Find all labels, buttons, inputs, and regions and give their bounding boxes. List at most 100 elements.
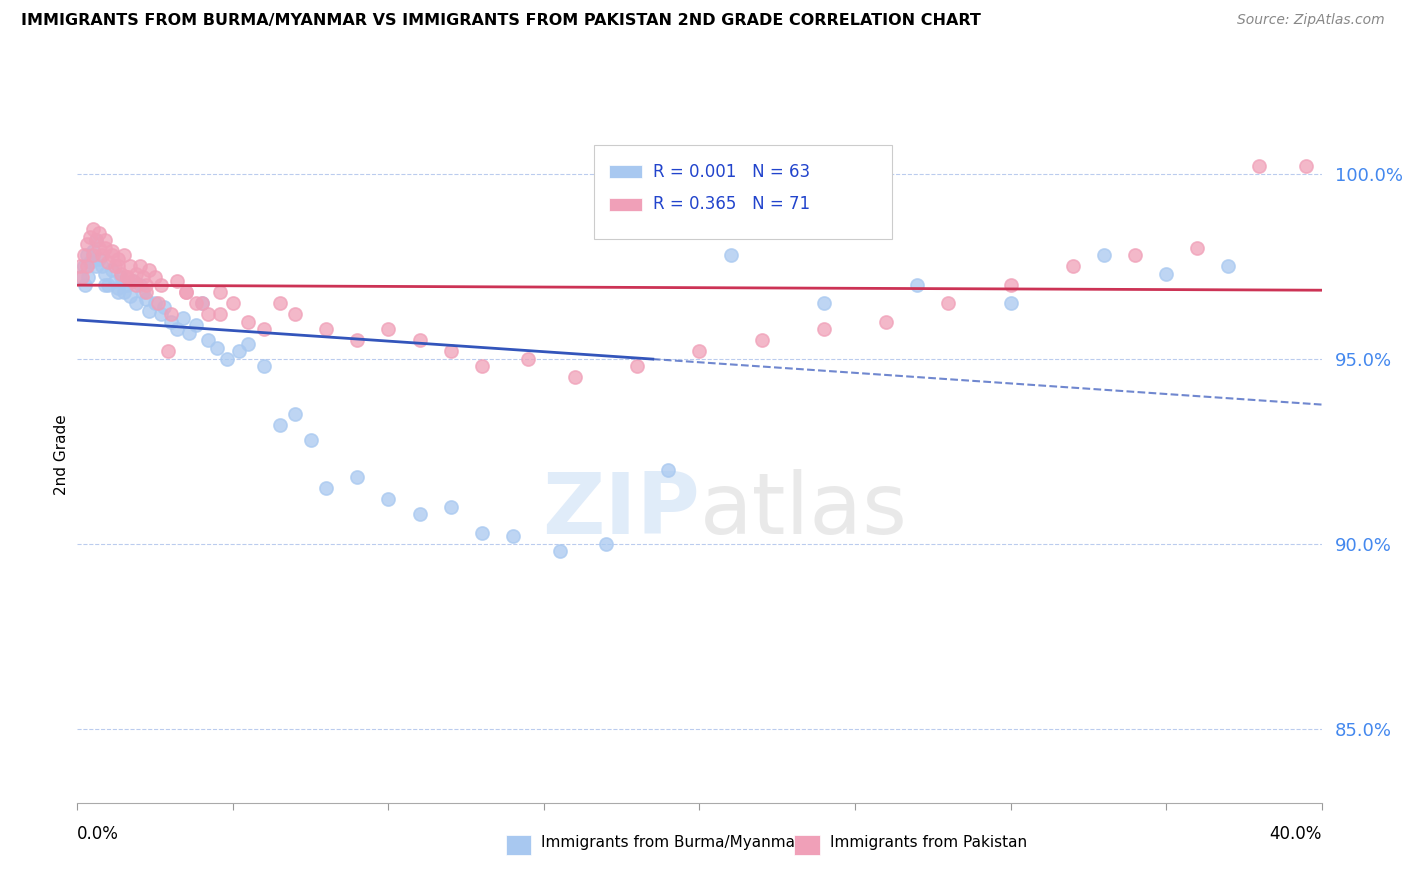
Text: R = 0.001   N = 63: R = 0.001 N = 63	[654, 162, 811, 181]
Point	[720, 248, 742, 262]
Point	[125, 296, 148, 310]
Point	[222, 296, 245, 310]
Point	[595, 537, 617, 551]
Point	[315, 322, 337, 336]
Point	[238, 315, 260, 329]
Point	[1249, 159, 1271, 173]
Bar	[609, 198, 643, 211]
Point	[97, 255, 120, 269]
Point	[115, 270, 138, 285]
Point	[159, 315, 181, 329]
Point	[269, 418, 291, 433]
Point	[1000, 296, 1022, 310]
Point	[84, 233, 107, 247]
Point	[131, 270, 153, 285]
Point	[1092, 248, 1115, 262]
Point	[191, 296, 214, 310]
Point	[548, 544, 571, 558]
Point	[408, 507, 430, 521]
Point	[440, 500, 463, 514]
Point	[269, 296, 291, 310]
Point	[1154, 267, 1177, 281]
Point	[115, 270, 138, 285]
Point	[150, 307, 173, 321]
Point	[76, 237, 98, 252]
Point	[120, 259, 142, 273]
Point	[128, 277, 150, 292]
Point	[159, 307, 181, 321]
Point	[87, 252, 110, 266]
Point	[148, 296, 170, 310]
Point	[94, 241, 117, 255]
Point	[156, 344, 179, 359]
Point	[91, 259, 114, 273]
Point	[284, 407, 307, 421]
Point	[174, 285, 197, 299]
Point	[253, 322, 276, 336]
Point	[166, 274, 188, 288]
Point	[104, 274, 127, 288]
Point	[138, 303, 160, 318]
Text: R = 0.365   N = 71: R = 0.365 N = 71	[654, 195, 811, 213]
Point	[172, 310, 194, 325]
Point	[107, 281, 129, 295]
Point	[94, 233, 117, 247]
Point	[79, 229, 101, 244]
Point	[97, 277, 120, 292]
Text: Source: ZipAtlas.com: Source: ZipAtlas.com	[1237, 13, 1385, 28]
Point	[1062, 259, 1084, 273]
Point	[72, 259, 94, 273]
Point	[813, 322, 835, 336]
Point	[209, 285, 232, 299]
Text: Immigrants from Burma/Myanmar: Immigrants from Burma/Myanmar	[541, 836, 801, 850]
Point	[135, 277, 157, 292]
Point	[184, 296, 207, 310]
Point	[377, 322, 399, 336]
Point	[120, 289, 142, 303]
Point	[813, 296, 835, 310]
Point	[87, 241, 110, 255]
Point	[79, 255, 101, 269]
Point	[82, 248, 104, 262]
Point	[1218, 259, 1240, 273]
Point	[122, 274, 145, 288]
Point	[82, 222, 104, 236]
Point	[143, 296, 166, 310]
Y-axis label: 2nd Grade: 2nd Grade	[53, 415, 69, 495]
Text: ZIP: ZIP	[541, 469, 700, 552]
Text: 0.0%: 0.0%	[77, 825, 120, 843]
Point	[1123, 248, 1146, 262]
Point	[228, 344, 250, 359]
Text: Immigrants from Pakistan: Immigrants from Pakistan	[830, 836, 1026, 850]
Point	[1295, 159, 1317, 173]
Point	[84, 233, 107, 247]
Point	[72, 248, 94, 262]
FancyBboxPatch shape	[593, 145, 893, 239]
Point	[91, 248, 114, 262]
Point	[377, 492, 399, 507]
Point	[94, 267, 117, 281]
Point	[76, 259, 98, 273]
Point	[110, 270, 132, 285]
Point	[75, 277, 97, 292]
Point	[153, 300, 176, 314]
Point	[69, 259, 91, 273]
Point	[104, 259, 127, 273]
Point	[346, 470, 368, 484]
Point	[197, 333, 219, 347]
Point	[689, 344, 711, 359]
Point	[174, 285, 197, 299]
Point	[69, 270, 91, 285]
Point	[184, 318, 207, 333]
Point	[76, 248, 98, 262]
Point	[135, 285, 157, 299]
Point	[100, 244, 122, 259]
Point	[107, 285, 129, 299]
Point	[70, 270, 93, 285]
Point	[440, 344, 463, 359]
Point	[502, 529, 524, 543]
Point	[84, 259, 107, 273]
Point	[517, 351, 540, 366]
Point	[471, 525, 494, 540]
Point	[143, 270, 166, 285]
